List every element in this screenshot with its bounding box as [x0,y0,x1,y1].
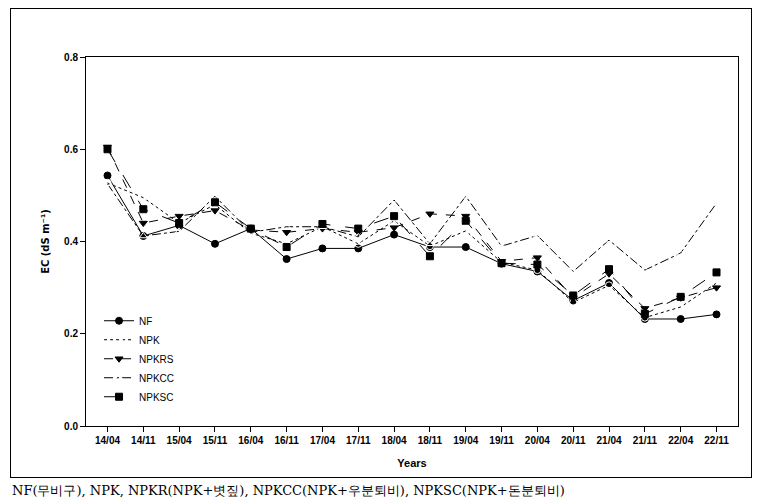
svg-text:20/11: 20/11 [561,435,586,446]
svg-text:16/11: 16/11 [274,435,299,446]
svg-text:21/11: 21/11 [633,435,658,446]
svg-text:15/04: 15/04 [167,435,192,446]
svg-text:NPKSC: NPKSC [139,392,173,403]
svg-text:NPK: NPK [139,335,160,346]
svg-text:NPKCC: NPKCC [139,373,174,384]
svg-text:19/11: 19/11 [489,435,514,446]
svg-text:0.8: 0.8 [64,52,78,63]
svg-text:14/04: 14/04 [95,435,120,446]
svg-text:19/04: 19/04 [453,435,478,446]
svg-text:0.2: 0.2 [64,328,78,339]
svg-text:22/11: 22/11 [704,435,729,446]
svg-text:21/04: 21/04 [597,435,622,446]
svg-text:0.4: 0.4 [64,236,78,247]
svg-text:18/04: 18/04 [382,435,407,446]
svg-text:Years: Years [397,457,426,469]
html-text:NF(무비구), NPK, NPKR(NPK+볏짚), NP: NF(무비구), NPK, NPKR(NPK+볏짚), NPKCC(NPK+우분… [12,483,565,498]
svg-text:EC (dS m⁻¹): EC (dS m⁻¹) [40,209,51,274]
svg-text:17/04: 17/04 [310,435,335,446]
svg-text:22/04: 22/04 [668,435,693,446]
svg-text:16/04: 16/04 [238,435,263,446]
svg-text:18/11: 18/11 [418,435,443,446]
svg-text:14/11: 14/11 [131,435,156,446]
svg-text:NPKRS: NPKRS [139,354,174,365]
svg-text:0.0: 0.0 [64,421,78,432]
svg-text:NF: NF [139,316,152,327]
svg-text:0.6: 0.6 [64,144,78,155]
svg-text:15/11: 15/11 [203,435,228,446]
svg-text:17/11: 17/11 [346,435,371,446]
svg-text:20/04: 20/04 [525,435,550,446]
